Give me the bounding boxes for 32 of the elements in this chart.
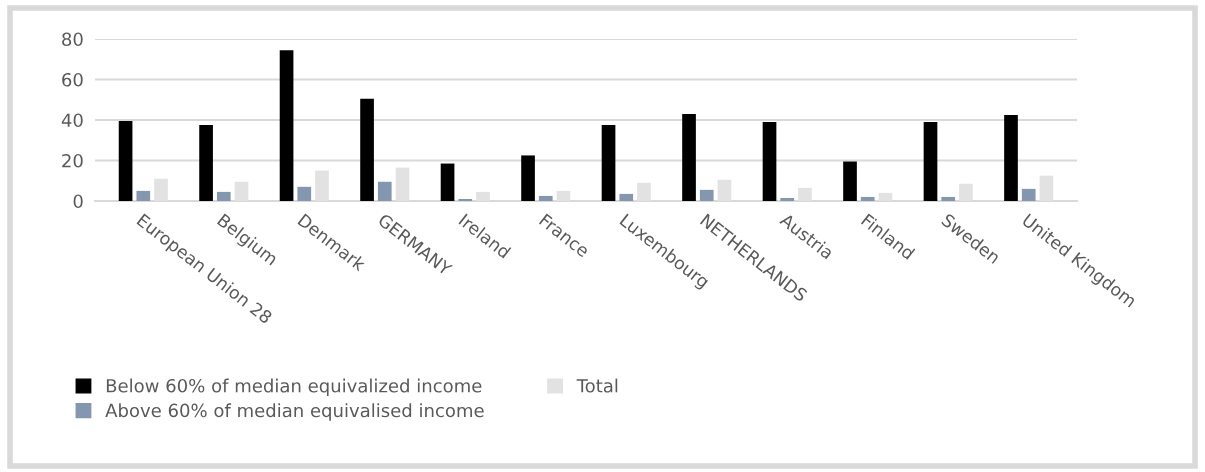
bar (843, 161, 857, 201)
bar (521, 155, 535, 201)
bar (1004, 114, 1018, 201)
bar (440, 163, 455, 201)
bar (538, 195, 553, 201)
bar (860, 196, 875, 201)
bar (1021, 188, 1036, 201)
bar (377, 181, 392, 201)
bar (762, 122, 777, 201)
legend-label: Below 60% of median equivalized income (106, 378, 482, 397)
bar (619, 193, 634, 201)
bar (279, 50, 294, 201)
bar (199, 125, 213, 201)
y-tick-label: 20 (62, 153, 83, 168)
bar (682, 113, 696, 201)
y-tick-label: 80 (62, 32, 83, 47)
legend-label: Total (576, 378, 618, 393)
bar (699, 189, 714, 201)
y-tick-label: 40 (61, 113, 83, 128)
legend-label: Above 60% of median equivalised income (105, 403, 484, 421)
bar (780, 197, 795, 201)
bar (136, 190, 151, 201)
bar (297, 186, 312, 201)
bar (118, 121, 133, 201)
bar (941, 196, 956, 201)
bar (360, 98, 374, 201)
bar (216, 191, 231, 201)
bar (923, 122, 938, 201)
y-tick-label: 0 (73, 194, 83, 209)
y-tick-label: 60 (62, 72, 83, 87)
bar (601, 125, 616, 201)
bar (458, 198, 473, 201)
